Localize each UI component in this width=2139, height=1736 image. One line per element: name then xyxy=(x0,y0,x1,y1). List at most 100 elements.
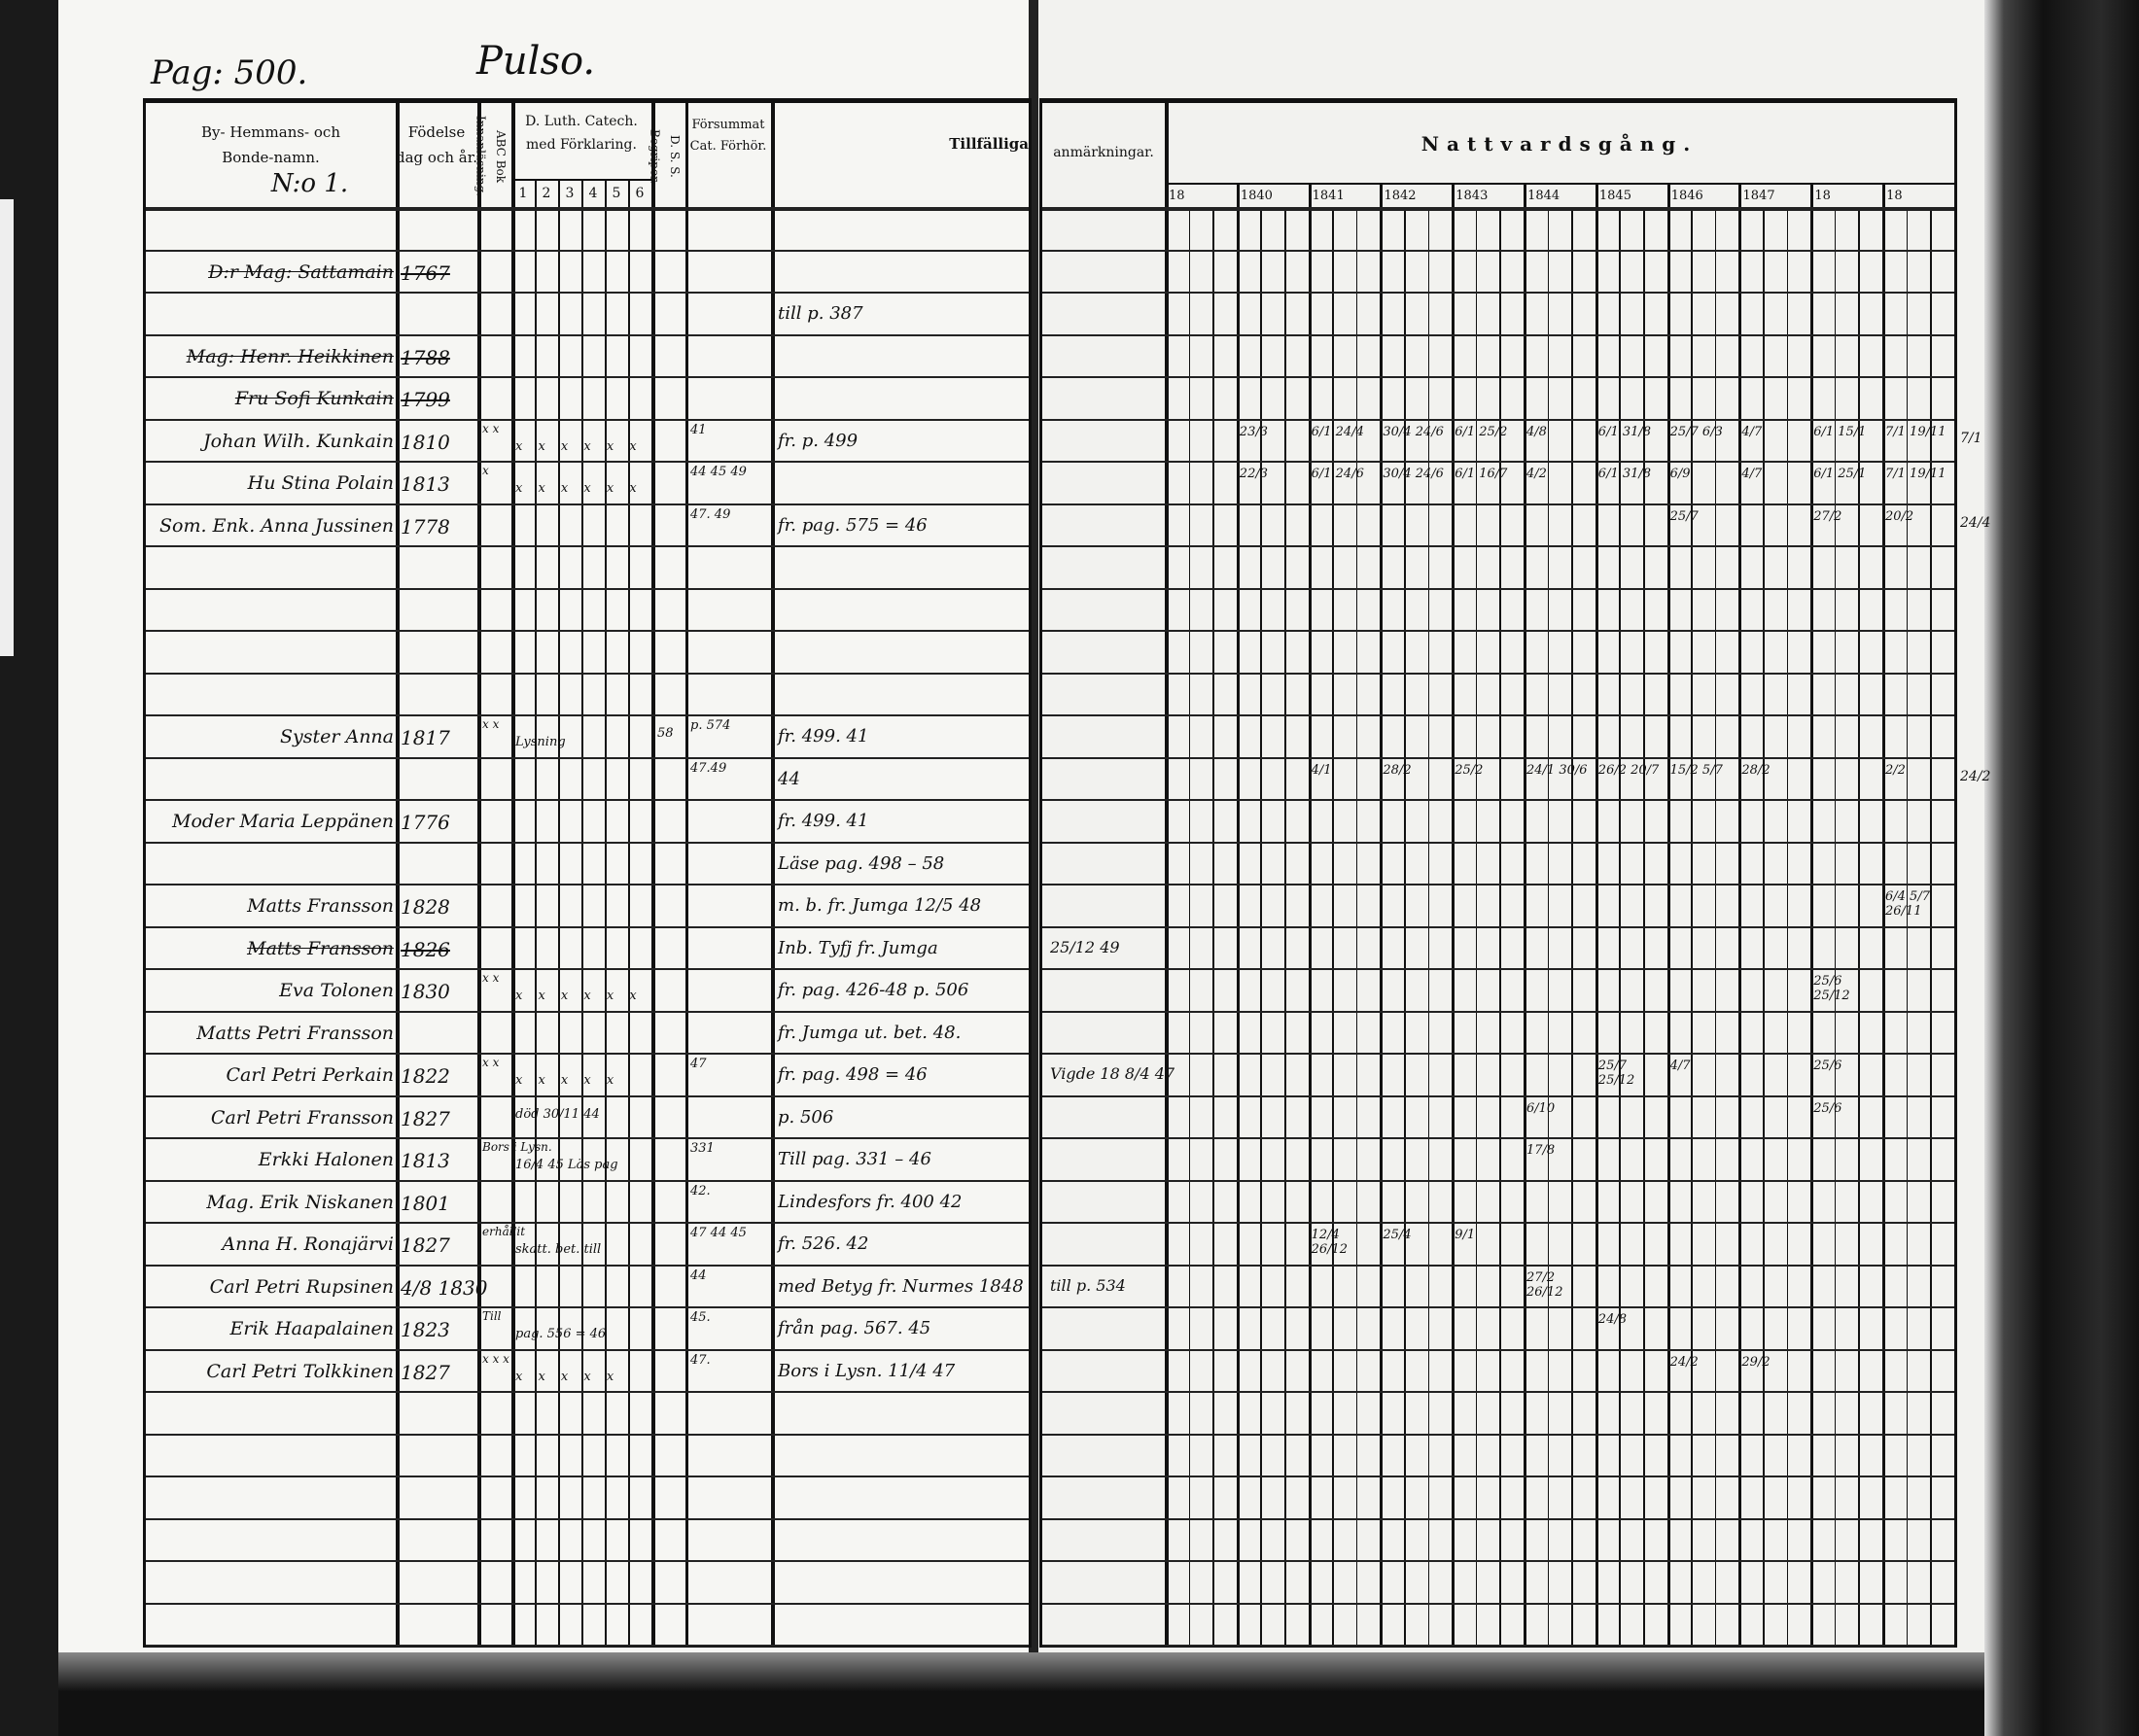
abc-mark: x x xyxy=(482,421,500,435)
communion-date: 30/4 24/6 xyxy=(1383,467,1444,481)
abc-mark: x xyxy=(482,464,489,477)
year-rule xyxy=(1308,183,1312,1645)
birth-year: 1801 xyxy=(401,1191,450,1215)
header-catech: D. Luth. Catech. med Förklaring. xyxy=(525,114,638,153)
column-rule xyxy=(558,179,560,1645)
row-rule xyxy=(1042,1602,1954,1605)
year-1: 1840 xyxy=(1240,189,1273,203)
column-rule xyxy=(605,179,607,1645)
person-name: D:r Mag: Sattamain xyxy=(208,260,394,283)
abc-mark: Till xyxy=(482,1309,502,1323)
row-rule xyxy=(146,1179,1029,1182)
column-rule xyxy=(1165,103,1169,1645)
communion-date: 24/1 30/6 xyxy=(1526,762,1588,778)
person-name: Eva Tolonen xyxy=(279,980,394,1001)
column-rule xyxy=(396,103,400,1645)
person-name: Carl Petri Fransson xyxy=(210,1106,394,1128)
missed-hearing: 47. xyxy=(690,1352,711,1368)
column-rule xyxy=(651,103,655,1645)
row-rule xyxy=(146,756,1029,759)
year-6: 1845 xyxy=(1598,189,1631,203)
page-edge xyxy=(0,199,14,656)
row-rule xyxy=(146,1560,1029,1562)
communion-date: 27/2 xyxy=(1813,508,1842,524)
row-rule xyxy=(146,292,1029,294)
row-rule xyxy=(146,1476,1029,1477)
catech-marks: x x x x x x xyxy=(515,989,643,1003)
year-7: 1846 xyxy=(1670,189,1703,203)
remark-text: till p. 534 xyxy=(1050,1275,1126,1295)
row-rule xyxy=(1042,1433,1954,1436)
communion-date: 25/2 xyxy=(1455,762,1484,778)
margin-note: 24/2 xyxy=(1960,768,1991,784)
column-rule xyxy=(511,103,515,1645)
header-rule xyxy=(146,207,1029,211)
row-rule xyxy=(1042,1645,1954,1647)
abc-mark: x x xyxy=(482,971,500,985)
column-rule xyxy=(581,179,583,1645)
catech-marks: död 30/11 44 xyxy=(515,1106,600,1122)
row-rule xyxy=(1042,1306,1954,1308)
row-rule xyxy=(1042,1053,1954,1055)
birth-year: 1817 xyxy=(401,726,450,749)
communion-date: 25/7 6/3 xyxy=(1669,424,1723,439)
note-text: med Betyg fr. Nurmes 1848 xyxy=(778,1275,1024,1297)
header-name: By- Hemmans- och Bonde-namn. N:o 1. xyxy=(146,111,396,198)
communion-date: 6/1 24/6 xyxy=(1311,467,1364,481)
birth-year: 1767 xyxy=(401,260,450,285)
left-register-table: By- Hemmans- och Bonde-namn. N:o 1. Föde… xyxy=(143,98,1032,1648)
row-rule xyxy=(146,1306,1029,1308)
column-rule xyxy=(535,179,537,1645)
person-name: Anna H. Ronajärvi xyxy=(222,1233,394,1255)
abc-mark: Bors i Lysn. xyxy=(482,1140,552,1154)
note-text: fr. p. 499 xyxy=(778,430,859,451)
note-text: Till pag. 331 – 46 xyxy=(778,1149,931,1169)
communion-date: 25/6 25/12 xyxy=(1813,974,1850,1003)
row-rule xyxy=(146,333,1029,336)
note-text: fr. pag. 426-48 p. 506 xyxy=(778,980,969,1000)
year-rule xyxy=(1236,183,1240,1645)
catech-sub-3: 3 xyxy=(565,186,575,201)
missed-hearing: p. 574 xyxy=(690,718,731,733)
row-rule xyxy=(146,249,1029,252)
margin-note: 7/1 xyxy=(1960,430,1982,446)
communion-date: 22/3 xyxy=(1239,467,1268,481)
catech-marks: skatt. bet. till xyxy=(515,1242,602,1257)
abc-mark: erhållit xyxy=(482,1225,526,1238)
abc-mark: x x xyxy=(482,1056,500,1069)
communion-date: 6/1 25/1 xyxy=(1813,467,1867,481)
communion-date: 6/1 31/8 xyxy=(1597,467,1652,481)
year-4: 1843 xyxy=(1455,189,1489,203)
communion-date: 25/4 xyxy=(1383,1228,1412,1242)
communion-date: 4/2 xyxy=(1526,467,1547,481)
header-dss: D. S. S. Begriper. xyxy=(649,129,682,184)
missed-hearing: 42. xyxy=(690,1183,711,1198)
year-rule xyxy=(1666,183,1670,1645)
communion-date: 6/1 15/1 xyxy=(1813,424,1867,439)
year-header-row: 18 1840 1841 1842 1843 1844 1845 1846 1847 18 18 xyxy=(1165,183,1954,209)
birth-year: 1778 xyxy=(401,514,450,538)
year-9: 18 xyxy=(1814,189,1831,203)
header-rule xyxy=(1042,207,1954,211)
year-0: 18 xyxy=(1169,189,1185,203)
note-text: m. b. fr. Jumga 12/5 48 xyxy=(778,895,982,916)
year-rule xyxy=(1380,183,1384,1645)
communion-date: 30/4 24/6 xyxy=(1383,424,1444,439)
note-text: fr. pag. 498 = 46 xyxy=(778,1064,928,1085)
communion-date: 20/2 xyxy=(1885,508,1914,524)
header-communion: Nattvardsgång. xyxy=(1420,132,1699,156)
person-name: Carl Petri Tolkkinen xyxy=(206,1360,394,1382)
birth-year: 1822 xyxy=(401,1064,450,1088)
row-rule xyxy=(146,545,1029,547)
catech-sub-1: 1 xyxy=(518,186,528,201)
birth-year: 1788 xyxy=(401,345,450,369)
catech-marks: x x x x x xyxy=(515,1369,620,1384)
row-rule xyxy=(1042,587,1954,590)
row-rule xyxy=(146,503,1029,505)
dss-mark: 58 xyxy=(657,726,674,741)
book-gutter xyxy=(1029,0,1038,1664)
row-rule xyxy=(1042,630,1954,632)
row-rule xyxy=(1042,376,1954,378)
row-rule xyxy=(146,884,1029,885)
catech-marks: x x x x x xyxy=(515,1073,620,1088)
